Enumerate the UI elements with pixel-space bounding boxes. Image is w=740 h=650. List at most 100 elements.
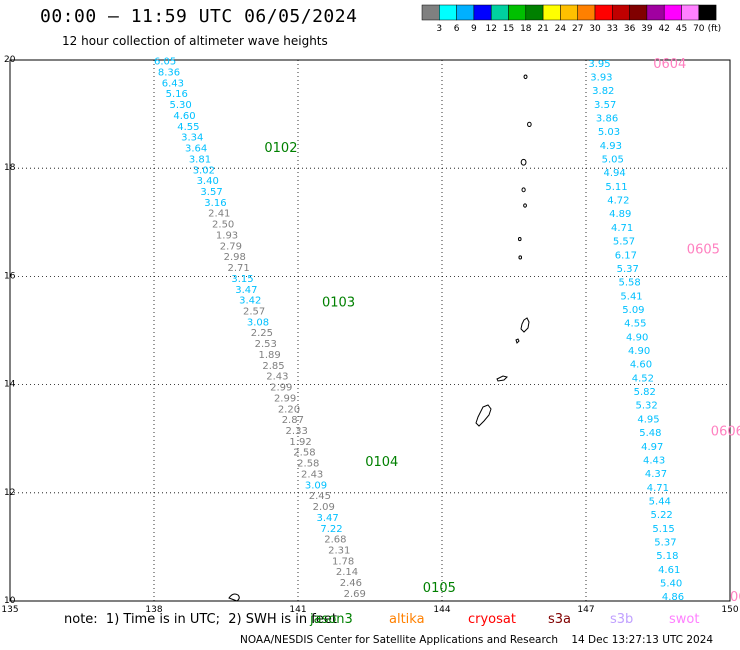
island-outline [520,158,527,166]
swh-value: 5.82 [634,387,656,398]
swh-value: 5.37 [617,264,639,275]
lat-tick-label: 20 [4,55,16,65]
swh-value: 2.87 [282,415,304,426]
swh-value: 5.37 [654,538,676,549]
swh-value: 4.72 [607,196,629,207]
swh-value: 6.43 [162,78,184,89]
swh-value: 3.82 [592,86,614,97]
swh-value: 3.08 [247,317,269,328]
lon-tick-label: 141 [289,605,306,615]
swh-value: 5.32 [635,401,657,412]
swh-value: 5.44 [649,496,671,507]
lon-tick-label: 144 [433,605,450,615]
swh-value: 2.50 [212,220,234,231]
satellite-legend-s3a: s3a [548,612,572,627]
swh-value: 3.16 [204,198,226,209]
swh-value: 2.25 [251,328,273,339]
swh-value: 1.93 [216,230,238,241]
swh-value: 2.71 [228,263,250,274]
track-time-label: 0104 [365,455,398,470]
swh-value: 4.90 [628,346,650,357]
satellite-legend-swot: swot [669,612,700,627]
track-time-label: 0105 [423,581,456,596]
swh-value: 2.79 [220,241,242,252]
swh-value: 5.03 [598,127,620,138]
swh-value: 2.57 [243,306,265,317]
swh-value: 3.81 [189,154,211,165]
track-time-label: 0607 [730,590,740,605]
track-time-label: 0102 [264,141,297,156]
swh-value: 4.94 [603,168,625,179]
swh-value: 5.30 [169,100,191,111]
lon-tick-label: 147 [577,605,594,615]
swh-value: 5.40 [660,579,682,590]
track-time-label: 0605 [687,242,720,257]
swh-value: 3.64 [185,144,207,155]
swh-value: 2.85 [262,361,284,372]
lat-tick-label: 18 [4,163,16,173]
swh-value: 4.37 [645,469,667,480]
page-subtitle: 12 hour collection of altimeter wave hei… [62,34,328,48]
island-outline [496,375,508,382]
swh-value: 3.47 [317,513,339,524]
swh-value: 5.58 [619,278,641,289]
swh-value: 1.89 [258,350,280,361]
swh-value: 3.47 [235,285,257,296]
swh-value: 3.34 [181,133,203,144]
island-outline [475,404,492,427]
swh-value: 2.45 [309,491,331,502]
swh-value: 2.99 [270,383,292,394]
swh-value: 2.33 [286,426,308,437]
lat-tick-label: 16 [4,271,16,281]
island-outline [515,338,520,344]
swh-value: 5.18 [656,551,678,562]
island-outline [521,187,526,193]
swh-value: 4.52 [632,373,654,384]
swh-value: 4.71 [611,223,633,234]
lat-tick-label: 10 [4,596,16,606]
swh-value: 5.05 [602,155,624,166]
swh-value: 5.11 [605,182,627,193]
swh-value: 4.97 [641,442,663,453]
swh-value: 4.60 [173,111,195,122]
swh-value: 2.69 [344,589,366,600]
island-outline [520,317,530,333]
swh-value: 6.17 [615,250,637,261]
swh-value: 5.15 [652,524,674,535]
swh-value: 5.57 [613,237,635,248]
swh-value: 2.20 [278,404,300,415]
swh-value: 4.43 [643,455,665,466]
swh-value: 2.14 [336,567,358,578]
swh-value: 2.43 [301,469,323,480]
map-frame [9,59,731,602]
swh-value: 4.93 [600,141,622,152]
swh-value: 3.15 [231,274,253,285]
swh-value: 3.02 [193,165,215,176]
swh-value: 2.46 [340,578,362,589]
island-outline [523,74,528,80]
swh-value: 7.22 [320,524,342,535]
track-time-label: 0604 [653,57,686,72]
swh-value: 4.95 [637,414,659,425]
satellite-legend-jason3: jason3 [310,612,353,627]
island-outline [517,237,522,242]
page-title: 00:00 – 11:59 UTC 06/05/2024 [40,6,358,27]
credit-line: NOAA/NESDIS Center for Satellite Applica… [240,634,714,646]
swh-value: 4.61 [658,565,680,576]
swh-value: 4.90 [626,332,648,343]
island-outline [518,255,523,260]
swh-value: 5.09 [622,305,644,316]
swh-value: 5.41 [620,291,642,302]
lat-tick-label: 12 [4,488,15,498]
swh-value: 5.16 [166,89,188,100]
lat-tick-label: 14 [4,380,16,390]
swh-value: 1.92 [289,437,311,448]
satellite-legend-cryosat: cryosat [468,612,516,627]
swh-value: 3.57 [594,100,616,111]
swh-value: 4.55 [177,122,199,133]
swh-value: 2.58 [293,448,315,459]
swh-value: 4.71 [647,483,669,494]
swh-value: 1.78 [332,556,354,567]
lon-tick-label: 150 [721,605,738,615]
